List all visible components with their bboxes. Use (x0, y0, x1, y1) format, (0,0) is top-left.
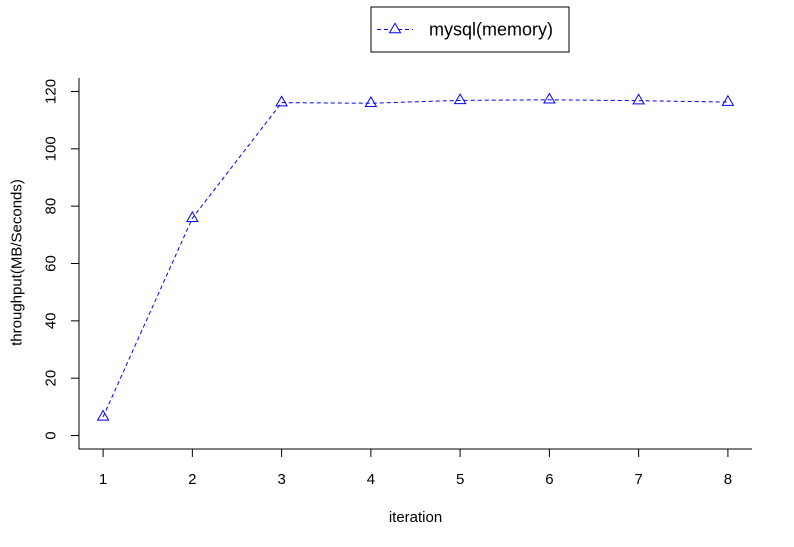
series-layer (96, 92, 735, 421)
data-point-marker (632, 93, 646, 105)
x-axis-label: iteration (389, 509, 442, 526)
data-point-marker (543, 92, 556, 104)
data-point-marker (364, 95, 378, 107)
y-tick-label: 20 (43, 370, 60, 387)
legend-triangle-marker (388, 22, 402, 34)
legend-entry-label: mysql(memory) (429, 20, 553, 40)
data-point-marker (185, 210, 199, 222)
axis-frame (78, 78, 752, 450)
x-tick-label: 7 (634, 471, 642, 488)
y-tick-label: 100 (43, 136, 60, 161)
series-line (102, 99, 728, 418)
y-tick-label: 120 (43, 79, 60, 104)
data-point-marker (453, 93, 467, 105)
data-point-marker (721, 94, 735, 106)
legend-box (370, 6, 570, 53)
y-tick-label: 0 (43, 431, 60, 439)
y-tick-label: 80 (43, 198, 60, 215)
data-point-marker (275, 95, 288, 107)
x-tick-label: 3 (277, 471, 285, 488)
x-tick-label: 5 (456, 471, 464, 488)
y-axis-label: throughput(MB/Seconds) (9, 179, 26, 346)
legend: mysql(memory) (370, 6, 570, 53)
x-tick-label: 8 (724, 471, 732, 488)
x-tick-label: 6 (545, 471, 553, 488)
y-tick-label: 40 (43, 312, 60, 329)
x-tick-label: 2 (188, 471, 196, 488)
data-point-marker (96, 409, 110, 421)
y-tick-label: 60 (43, 255, 60, 272)
x-tick-label: 4 (367, 471, 375, 488)
x-tick-label: 1 (99, 471, 107, 488)
